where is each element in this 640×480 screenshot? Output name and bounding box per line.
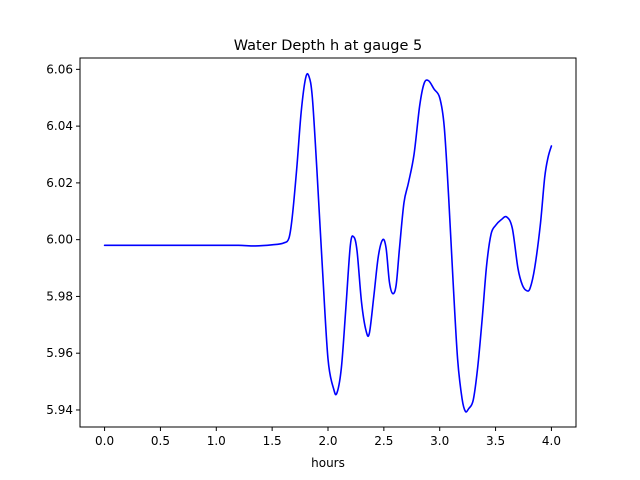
x-tick-label: 1.5 xyxy=(263,434,282,448)
y-tick-label: 6.04 xyxy=(46,119,73,133)
y-tick-label: 5.98 xyxy=(46,289,73,303)
chart-title: Water Depth h at gauge 5 xyxy=(234,38,422,54)
y-tick-label: 6.00 xyxy=(46,233,73,247)
x-tick-label: 1.0 xyxy=(207,434,226,448)
y-tick-label: 6.02 xyxy=(46,176,73,190)
x-tick-label: 3.0 xyxy=(430,434,449,448)
x-tick-label: 0.5 xyxy=(151,434,170,448)
y-tick-label: 5.96 xyxy=(46,346,73,360)
series-line-gauge-5 xyxy=(103,72,553,413)
x-axis-label: hours xyxy=(311,456,345,470)
y-axis: 5.94 5.96 5.98 6.00 6.02 6.04 6.06 xyxy=(46,62,80,417)
x-axis: 0.0 0.5 1.0 1.5 2.0 2.5 3.0 3.5 4.0 xyxy=(95,427,561,448)
x-tick-label: 0.0 xyxy=(95,434,114,448)
x-tick-label: 2.5 xyxy=(374,434,393,448)
x-tick-label: 3.5 xyxy=(486,434,505,448)
y-tick-label: 5.94 xyxy=(46,403,73,417)
y-tick-label: 6.06 xyxy=(46,62,73,76)
plot-frame xyxy=(79,57,577,428)
x-tick-label: 4.0 xyxy=(542,434,561,448)
x-tick-label: 2.0 xyxy=(318,434,337,448)
